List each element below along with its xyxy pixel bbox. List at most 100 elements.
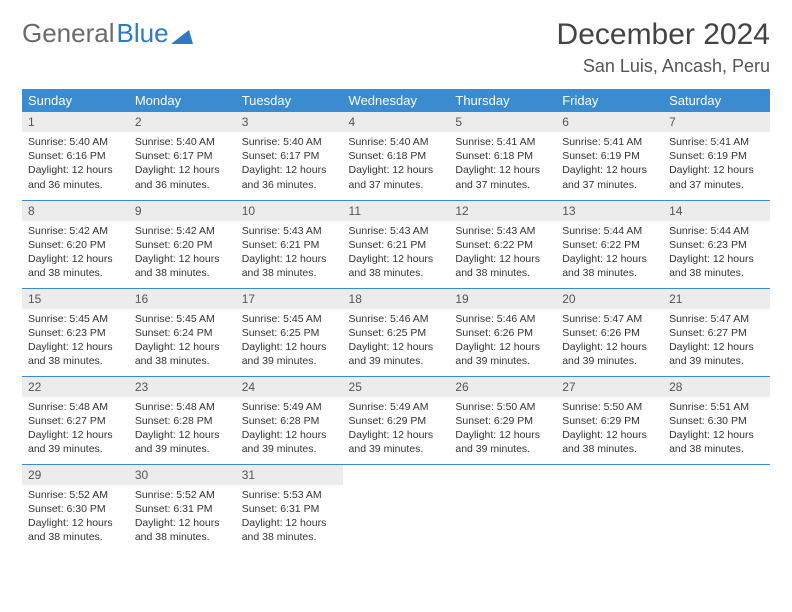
day-number: 11 xyxy=(343,201,450,221)
sunset-text: Sunset: 6:23 PM xyxy=(28,326,123,340)
weekday-header: Wednesday xyxy=(343,89,450,112)
sunrise-text: Sunrise: 5:46 AM xyxy=(349,312,444,326)
day-number: 4 xyxy=(343,112,450,132)
day-details: Sunrise: 5:48 AMSunset: 6:28 PMDaylight:… xyxy=(129,397,236,463)
daylight-text: Daylight: 12 hours and 37 minutes. xyxy=(669,163,764,191)
sunrise-text: Sunrise: 5:44 AM xyxy=(669,224,764,238)
sunrise-text: Sunrise: 5:40 AM xyxy=(349,135,444,149)
sunrise-text: Sunrise: 5:50 AM xyxy=(455,400,550,414)
daylight-text: Daylight: 12 hours and 39 minutes. xyxy=(28,428,123,456)
daylight-text: Daylight: 12 hours and 36 minutes. xyxy=(28,163,123,191)
daylight-text: Daylight: 12 hours and 39 minutes. xyxy=(242,428,337,456)
sunrise-text: Sunrise: 5:52 AM xyxy=(28,488,123,502)
daylight-text: Daylight: 12 hours and 38 minutes. xyxy=(562,428,657,456)
calendar-cell: 22Sunrise: 5:48 AMSunset: 6:27 PMDayligh… xyxy=(22,376,129,464)
location-subtitle: San Luis, Ancash, Peru xyxy=(557,56,770,77)
daylight-text: Daylight: 12 hours and 38 minutes. xyxy=(242,252,337,280)
calendar-table: Sunday Monday Tuesday Wednesday Thursday… xyxy=(22,89,770,552)
day-details: Sunrise: 5:42 AMSunset: 6:20 PMDaylight:… xyxy=(129,221,236,287)
sunset-text: Sunset: 6:21 PM xyxy=(242,238,337,252)
calendar-cell: 31Sunrise: 5:53 AMSunset: 6:31 PMDayligh… xyxy=(236,464,343,552)
day-number: 29 xyxy=(22,465,129,485)
day-details: Sunrise: 5:45 AMSunset: 6:24 PMDaylight:… xyxy=(129,309,236,375)
day-number: 17 xyxy=(236,289,343,309)
day-number: 12 xyxy=(449,201,556,221)
day-details: Sunrise: 5:40 AMSunset: 6:17 PMDaylight:… xyxy=(129,132,236,198)
day-number: 31 xyxy=(236,465,343,485)
calendar-cell: 3Sunrise: 5:40 AMSunset: 6:17 PMDaylight… xyxy=(236,112,343,200)
calendar-cell: 28Sunrise: 5:51 AMSunset: 6:30 PMDayligh… xyxy=(663,376,770,464)
sunset-text: Sunset: 6:30 PM xyxy=(28,502,123,516)
sunrise-text: Sunrise: 5:43 AM xyxy=(455,224,550,238)
weekday-header: Monday xyxy=(129,89,236,112)
sunset-text: Sunset: 6:20 PM xyxy=(28,238,123,252)
sunrise-text: Sunrise: 5:45 AM xyxy=(242,312,337,326)
calendar-cell xyxy=(343,464,450,552)
day-number: 15 xyxy=(22,289,129,309)
daylight-text: Daylight: 12 hours and 38 minutes. xyxy=(28,340,123,368)
calendar-cell xyxy=(556,464,663,552)
day-details: Sunrise: 5:41 AMSunset: 6:19 PMDaylight:… xyxy=(663,132,770,198)
calendar-row: 8Sunrise: 5:42 AMSunset: 6:20 PMDaylight… xyxy=(22,200,770,288)
daylight-text: Daylight: 12 hours and 39 minutes. xyxy=(562,340,657,368)
daylight-text: Daylight: 12 hours and 38 minutes. xyxy=(28,252,123,280)
calendar-cell: 20Sunrise: 5:47 AMSunset: 6:26 PMDayligh… xyxy=(556,288,663,376)
calendar-cell: 18 Sunrise: 5:46 AMSunset: 6:25 PMDayligh… xyxy=(343,288,450,376)
sunset-text: Sunset: 6:27 PM xyxy=(669,326,764,340)
day-number: 16 xyxy=(129,289,236,309)
sunrise-text: Sunrise: 5:43 AM xyxy=(242,224,337,238)
sunrise-text: Sunrise: 5:43 AM xyxy=(349,224,444,238)
sunrise-text: Sunrise: 5:40 AM xyxy=(28,135,123,149)
day-number: 28 xyxy=(663,377,770,397)
sunset-text: Sunset: 6:31 PM xyxy=(242,502,337,516)
calendar-cell: 15Sunrise: 5:45 AMSunset: 6:23 PMDayligh… xyxy=(22,288,129,376)
day-details: Sunrise: 5:41 AMSunset: 6:18 PMDaylight:… xyxy=(449,132,556,198)
sunrise-text: Sunrise: 5:48 AM xyxy=(28,400,123,414)
sunset-text: Sunset: 6:21 PM xyxy=(349,238,444,252)
sunrise-text: Sunrise: 5:41 AM xyxy=(455,135,550,149)
calendar-cell xyxy=(449,464,556,552)
calendar-cell: 1Sunrise: 5:40 AMSunset: 6:16 PMDaylight… xyxy=(22,112,129,200)
day-details: Sunrise: 5:50 AMSunset: 6:29 PMDaylight:… xyxy=(556,397,663,463)
sunrise-text: Sunrise: 5:42 AM xyxy=(28,224,123,238)
sunset-text: Sunset: 6:19 PM xyxy=(562,149,657,163)
calendar-cell: 6Sunrise: 5:41 AMSunset: 6:19 PMDaylight… xyxy=(556,112,663,200)
sunset-text: Sunset: 6:25 PM xyxy=(349,326,444,340)
day-number: 1 xyxy=(22,112,129,132)
daylight-text: Daylight: 12 hours and 38 minutes. xyxy=(669,252,764,280)
calendar-row: 15Sunrise: 5:45 AMSunset: 6:23 PMDayligh… xyxy=(22,288,770,376)
day-details: Sunrise: 5:49 AMSunset: 6:28 PMDaylight:… xyxy=(236,397,343,463)
day-details: Sunrise: 5:53 AMSunset: 6:31 PMDaylight:… xyxy=(236,485,343,551)
brand-part1: General xyxy=(22,18,115,49)
day-details: Sunrise: 5:44 AMSunset: 6:22 PMDaylight:… xyxy=(556,221,663,287)
daylight-text: Daylight: 12 hours and 38 minutes. xyxy=(135,252,230,280)
daylight-text: Daylight: 12 hours and 39 minutes. xyxy=(349,340,444,368)
calendar-cell: 7Sunrise: 5:41 AMSunset: 6:19 PMDaylight… xyxy=(663,112,770,200)
month-title: December 2024 xyxy=(557,18,770,52)
day-details: Sunrise: 5:49 AMSunset: 6:29 PMDaylight:… xyxy=(343,397,450,463)
daylight-text: Daylight: 12 hours and 36 minutes. xyxy=(135,163,230,191)
daylight-text: Daylight: 12 hours and 37 minutes. xyxy=(562,163,657,191)
day-number: 18 xyxy=(343,289,450,309)
daylight-text: Daylight: 12 hours and 38 minutes. xyxy=(135,516,230,544)
daylight-text: Daylight: 12 hours and 38 minutes. xyxy=(349,252,444,280)
daylight-text: Daylight: 12 hours and 39 minutes. xyxy=(135,428,230,456)
sunrise-text: Sunrise: 5:52 AM xyxy=(135,488,230,502)
brand-part2: Blue xyxy=(117,18,193,49)
calendar-row: 29Sunrise: 5:52 AMSunset: 6:30 PMDayligh… xyxy=(22,464,770,552)
sunset-text: Sunset: 6:27 PM xyxy=(28,414,123,428)
daylight-text: Daylight: 12 hours and 39 minutes. xyxy=(242,340,337,368)
sunset-text: Sunset: 6:17 PM xyxy=(135,149,230,163)
day-details: Sunrise: 5:40 AMSunset: 6:18 PMDaylight:… xyxy=(343,132,450,198)
sunset-text: Sunset: 6:28 PM xyxy=(242,414,337,428)
sunset-text: Sunset: 6:19 PM xyxy=(669,149,764,163)
day-number: 24 xyxy=(236,377,343,397)
sunset-text: Sunset: 6:24 PM xyxy=(135,326,230,340)
sunset-text: Sunset: 6:18 PM xyxy=(349,149,444,163)
day-details: Sunrise: 5:46 AMSunset: 6:26 PMDaylight:… xyxy=(449,309,556,375)
sunset-text: Sunset: 6:18 PM xyxy=(455,149,550,163)
sunrise-text: Sunrise: 5:50 AM xyxy=(562,400,657,414)
sunset-text: Sunset: 6:25 PM xyxy=(242,326,337,340)
day-details: Sunrise: 5:51 AMSunset: 6:30 PMDaylight:… xyxy=(663,397,770,463)
sunset-text: Sunset: 6:26 PM xyxy=(562,326,657,340)
